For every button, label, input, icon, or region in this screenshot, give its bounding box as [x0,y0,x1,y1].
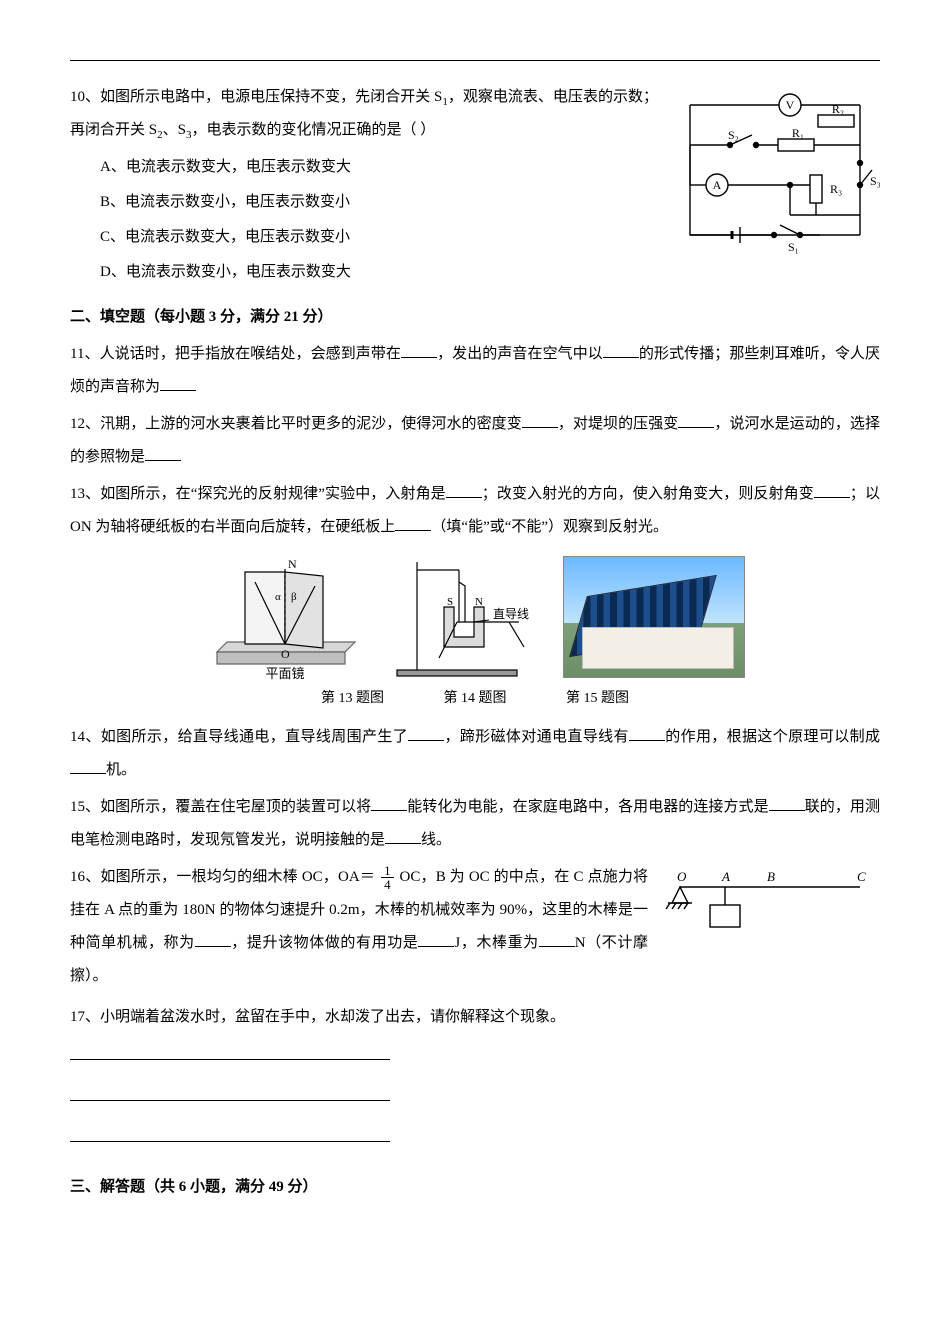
q10-circuit-figure: V R₂ S₂ R₁ [670,85,880,268]
fig13-N: N [288,557,297,571]
q14-b: ，蹄形磁体对通电直导线有 [444,729,629,745]
q14-a: 14、如图所示，给直导线通电，直导线周围产生了 [70,729,408,745]
figure-captions: 第 13 题图 第 14 题图 第 15 题图 [70,684,880,715]
label-S3: S₃ [870,174,880,188]
label-S1: S₁ [788,240,799,254]
q16-lever-figure: O A B C [660,865,880,958]
q15-blank2[interactable] [769,795,805,811]
q16-blank2[interactable] [418,931,454,947]
q16-blank1[interactable] [195,931,231,947]
q12: 12、汛期，上游的河水夹裹着比平时更多的泥沙，使得河水的密度变，对堤坝的压强变，… [70,408,880,474]
label-S2: S₂ [728,128,739,142]
q15-a: 15、如图所示，覆盖在住宅屋顶的装置可以将 [70,799,371,815]
q16-a: 16、如图所示，一根均匀的细木棒 OC，OA＝ [70,869,375,885]
fig16-A: A [721,869,730,884]
q10-frag-a: 10、如图所示电路中，电源电压保持不变，先闭合开关 S [70,89,442,105]
q17-answer-line-1[interactable] [70,1044,390,1060]
q17-answer-line-3[interactable] [70,1126,390,1142]
q15-blank3[interactable] [385,828,421,844]
caption-15: 第 15 题图 [566,684,629,715]
q16-fraction: 14 [381,864,394,891]
fig13-beta: β [291,591,297,603]
q11-a: 11、人说话时，把手指放在喉结处，会感到声带在 [70,346,401,362]
fig15-photo [563,556,745,678]
q11-blank2[interactable] [603,342,639,358]
q13: 13、如图所示，在“探究光的反射规律”实验中，入射角是 ；改变入射光的方向，使入射… [70,478,880,544]
label-R3: R₃ [830,182,842,196]
q12-blank3[interactable] [145,445,181,461]
q16-c: ，提升该物体做的有用功是 [231,935,419,951]
q13-b: ；改变入射光的方向，使入射角变大，则反射角变 [482,486,814,502]
q14-d: 机。 [106,762,136,778]
q14-blank1[interactable] [408,725,444,741]
q12-b: ，对堤坝的压强变 [558,416,679,432]
q14: 14、如图所示，给直导线通电，直导线周围产生了 ，蹄形磁体对通电直导线有 的作用，根… [70,721,880,787]
fig14-N: N [475,596,483,608]
q15-blank1[interactable] [371,795,407,811]
fig13-mirror-label: 平面镜 [266,666,305,681]
label-R1: R₁ [792,126,804,140]
q14-blank2[interactable] [629,725,665,741]
q13-blank3[interactable] [395,515,431,531]
fig14-S: S [447,596,453,608]
fig16-C: C [857,869,866,884]
label-R2: R₂ [832,102,844,116]
q10-frag-d: ，电表示数的变化情况正确的是（ ） [191,122,435,138]
q13-d: （填“能”或“不能”）观察到反射光。 [431,519,668,535]
house-icon [582,627,734,669]
fig16-B: B [767,869,775,884]
section-2-title: 二、填空题（每小题 3 分，满分 21 分） [70,301,880,334]
q16-d: J，木棒重为 [454,935,538,951]
q17-answer-line-2[interactable] [70,1085,390,1101]
q15-b: 能转化为电能，在家庭电路中，各用电器的连接方式是 [407,799,768,815]
q11-b: ，发出的声音在空气中以 [437,346,603,362]
q11: 11、人说话时，把手指放在喉结处，会感到声带在，发出的声音在空气中以的形式传播；… [70,338,880,404]
circuit-svg: V R₂ S₂ R₁ [670,85,880,255]
q13-a: 13、如图所示，在“探究光的反射规律”实验中，入射角是 [70,486,446,502]
q12-a: 12、汛期，上游的河水夹裹着比平时更多的泥沙，使得河水的密度变 [70,416,522,432]
q13-blank2[interactable] [814,482,850,498]
figure-row: N α β O 平面镜 S N [70,552,880,682]
q12-blank2[interactable] [678,412,714,428]
q15-d: 线。 [421,832,451,848]
fig13-svg: N α β O 平面镜 [205,552,365,682]
q13-blank1[interactable] [446,482,482,498]
q10-frag-c: 、S [163,122,186,138]
q14-blank3[interactable] [70,758,106,774]
top-rule [70,60,880,61]
fig14-svg: S N 直导线 [389,552,539,682]
fig13-alpha: α [275,591,281,603]
q14-c: 的作用，根据这个原理可以制成 [665,729,880,745]
q16-blank3[interactable] [539,931,575,947]
q11-blank3[interactable] [160,375,196,391]
caption-14: 第 14 题图 [444,684,507,715]
q16-frac-num: 1 [381,864,394,878]
q16-frac-den: 4 [381,878,394,891]
fig13-O: O [281,647,290,661]
fig16-svg: O A B C [660,865,880,945]
q11-blank1[interactable] [401,342,437,358]
q17: 17、小明端着盆泼水时，盆留在手中，水却泼了出去，请你解释这个现象。 [70,1001,880,1034]
fig16-O: O [677,869,687,884]
q12-blank1[interactable] [522,412,558,428]
fig14-wire-label: 直导线 [493,607,529,621]
label-V: V [786,98,795,112]
caption-13: 第 13 题图 [321,684,384,715]
section-3-title: 三、解答题（共 6 小题，满分 49 分） [70,1171,880,1204]
q15: 15、如图所示，覆盖在住宅屋顶的装置可以将 能转化为电能，在家庭电路中，各用电器的… [70,791,880,857]
label-A: A [713,178,722,192]
